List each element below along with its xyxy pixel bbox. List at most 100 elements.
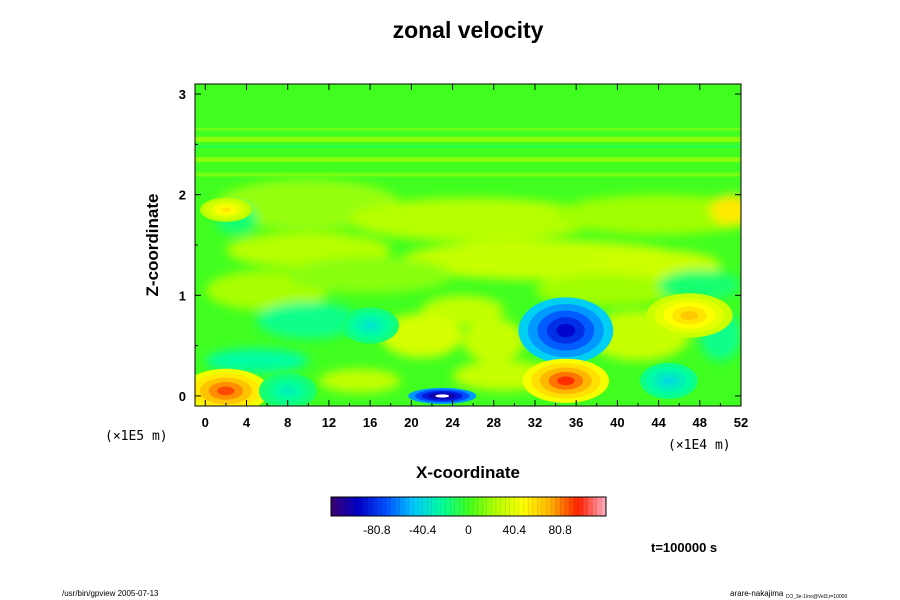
x-tick-label: 16 [363, 415, 377, 430]
field-band [195, 156, 741, 162]
field-blob [710, 194, 741, 225]
x-tick-label: 24 [445, 415, 460, 430]
colorbar-segment [468, 496, 474, 517]
colorbar-segment [376, 496, 382, 517]
colorbar-tick-label: 80.8 [548, 523, 572, 537]
colorbar-segment [472, 496, 479, 517]
colorbar-segment [385, 496, 392, 517]
field-blob [380, 313, 463, 358]
y-tick-label: 0 [179, 389, 186, 404]
colorbar-segment [555, 496, 561, 517]
colorbar-segment [390, 496, 396, 517]
colorbar-segment [573, 496, 579, 517]
y-axis-ticks: 0 1 2 3 [179, 87, 741, 404]
y-tick-label: 1 [179, 288, 186, 303]
colorbar-segment [578, 496, 584, 517]
x-tick-label: 20 [404, 415, 418, 430]
field-band [195, 127, 741, 131]
y-axis-label: Z-coordinate [143, 194, 162, 297]
colorbar-segment [582, 496, 589, 517]
x-axis-label: X-coordinate [416, 463, 520, 482]
colorbar-segment [491, 496, 497, 517]
colorbar-segment [459, 496, 465, 517]
chart-title: zonal velocity [393, 17, 544, 43]
colorbar-segment [349, 496, 355, 517]
colorbar-segment [436, 496, 442, 517]
colorbar-segment [477, 496, 483, 517]
colorbar-segment [518, 496, 524, 517]
colorbar-segment [560, 496, 566, 517]
colorbar-segment [417, 496, 424, 517]
colorbar-segment [404, 496, 410, 517]
colorbar-segment [362, 496, 369, 517]
colorbar-segment [367, 496, 373, 517]
footer-right-main: arare-nakajima [730, 589, 784, 598]
colorbar-segment [335, 496, 341, 517]
colorbar-segment [505, 496, 511, 517]
field-extremum [518, 297, 614, 364]
colorbar-segment [500, 496, 506, 517]
colorbar-segment [358, 496, 364, 517]
colorbar-segment [482, 496, 488, 517]
footer-left: /usr/bin/gpview 2005-07-13 [62, 589, 159, 598]
x-tick-label: 28 [487, 415, 501, 430]
x-tick-label: 36 [569, 415, 583, 430]
colorbar-segment [495, 496, 502, 517]
colorbar-segment [537, 496, 543, 517]
colorbar-segment [422, 496, 428, 517]
colorbar-segment [564, 496, 570, 517]
field-blob [349, 197, 597, 242]
field-band [195, 172, 741, 177]
field-extremum [341, 307, 399, 344]
colorbar-segment [463, 496, 469, 517]
colorbar-segment [454, 496, 460, 517]
colorbar-segment [399, 496, 405, 517]
colorbar-segment [527, 496, 534, 517]
y-scale-note: (×1E5 m) [105, 429, 168, 444]
colorbar-segment [427, 496, 433, 517]
footer-right-sub: CO_3e-1/no@Vel3,t=10000 [786, 594, 848, 600]
colorbar-ticks: -80.8 -40.4 0 40.4 80.8 [363, 523, 572, 537]
field-extremum [522, 358, 610, 403]
colorbar-segment [408, 496, 414, 517]
field-features [195, 197, 733, 406]
colorbar-segment [413, 496, 419, 517]
field-extremum [195, 368, 270, 406]
colorbar-segment [587, 496, 593, 517]
colorbar-segment [450, 496, 456, 517]
colorbar-segment [353, 496, 359, 517]
colorbar-segment [546, 496, 552, 517]
colorbar-tick-label: -40.4 [409, 523, 437, 537]
field-extremum [200, 197, 252, 222]
colorbar-segment [440, 496, 447, 517]
field-extremum [258, 372, 317, 406]
field-extremum [640, 362, 698, 399]
y-tick-label: 2 [179, 188, 186, 203]
colorbar-segment [344, 496, 350, 517]
field-band [195, 136, 741, 142]
colorbar-segment [596, 496, 602, 517]
colorbar-segment [541, 496, 547, 517]
field-stripes [195, 127, 741, 177]
colorbar-tick-label: 0 [465, 523, 472, 537]
colorbar-segment [550, 496, 557, 517]
x-tick-label: 12 [322, 415, 336, 430]
field-blob [256, 302, 360, 339]
colorbar-segment [523, 496, 529, 517]
x-tick-label: 44 [651, 415, 666, 430]
field-blob [287, 257, 453, 294]
x-tick-label: 4 [243, 415, 251, 430]
field-blob [658, 270, 741, 301]
colorbar-tick-label: -80.8 [363, 523, 391, 537]
colorbar-segment [486, 496, 492, 517]
footer-right: arare-nakajima CO_3e-1/no@Vel3,t=10000 [730, 589, 847, 600]
colorbar-segment [395, 496, 401, 517]
field-blob [555, 194, 741, 235]
colorbar-frame [330, 496, 607, 517]
colorbar-segment [569, 496, 575, 517]
field-extremum [408, 387, 477, 404]
colorbar-segment [340, 496, 346, 517]
x-axis-ticks: 0 4 8 12 16 20 24 28 32 36 40 44 48 52 [202, 84, 748, 430]
colorbar-segment [514, 496, 520, 517]
field-band [195, 144, 741, 148]
